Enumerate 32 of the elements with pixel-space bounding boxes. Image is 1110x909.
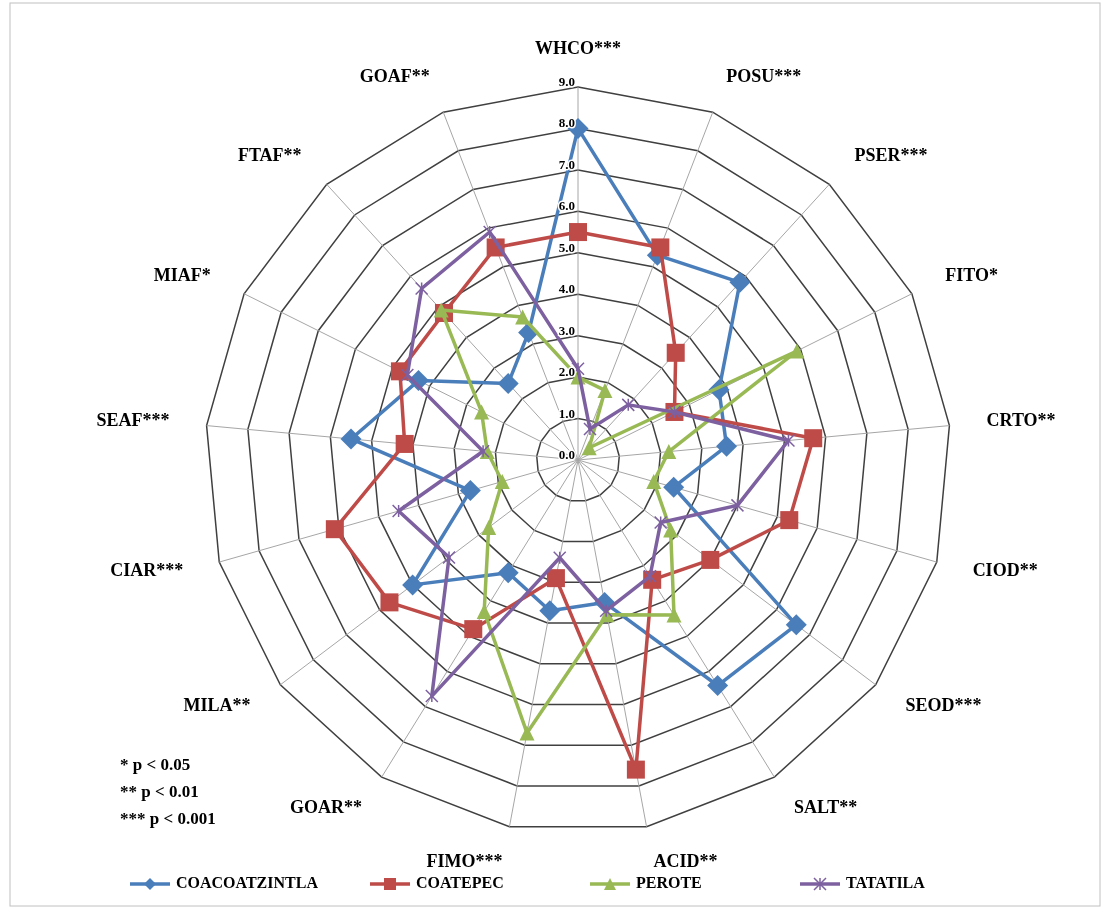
y-tick-label: 3.0	[558, 322, 575, 338]
legend-label: PEROTE	[636, 873, 702, 891]
y-tick-label: 0.0	[558, 446, 575, 462]
y-tick-label: 1.0	[558, 405, 575, 421]
spoke-label: FIMO***	[426, 851, 503, 872]
spoke-label: CRTO**	[986, 410, 1056, 431]
spoke-label: PSER***	[854, 144, 928, 165]
spoke-label: ACID**	[653, 851, 718, 872]
text: ** p < 0.01	[120, 782, 199, 801]
spoke-label: MILA**	[183, 695, 251, 716]
text: *** p < 0.001	[120, 809, 216, 828]
y-tick-label: 4.0	[558, 281, 575, 297]
spoke-label: SALT**	[794, 796, 858, 817]
y-tick-label: 2.0	[558, 364, 575, 380]
y-tick-label: 8.0	[558, 115, 575, 131]
legend-label: TATATILA	[846, 873, 926, 891]
spoke-label: FITO*	[945, 265, 998, 286]
y-tick-label: 5.0	[558, 239, 575, 255]
spoke-label: POSU***	[726, 65, 802, 86]
spoke-label: SEOD***	[905, 695, 982, 716]
legend-label: COACOATZINTLA	[176, 873, 319, 891]
legend-label: COATEPEC	[416, 873, 504, 891]
spoke-label: WHCO***	[534, 37, 622, 58]
spoke-label: MIAF*	[153, 265, 211, 286]
spoke-label: SEAF***	[96, 410, 170, 431]
spoke-label: CIAR***	[110, 560, 184, 581]
spoke-label: GOAR**	[290, 796, 362, 817]
text: * p < 0.05	[120, 755, 191, 774]
spoke-label: CIOD**	[972, 560, 1038, 581]
spoke-label: GOAF**	[359, 65, 430, 86]
y-tick-label: 9.0	[558, 73, 575, 89]
spoke-label: FTAF**	[237, 144, 302, 165]
